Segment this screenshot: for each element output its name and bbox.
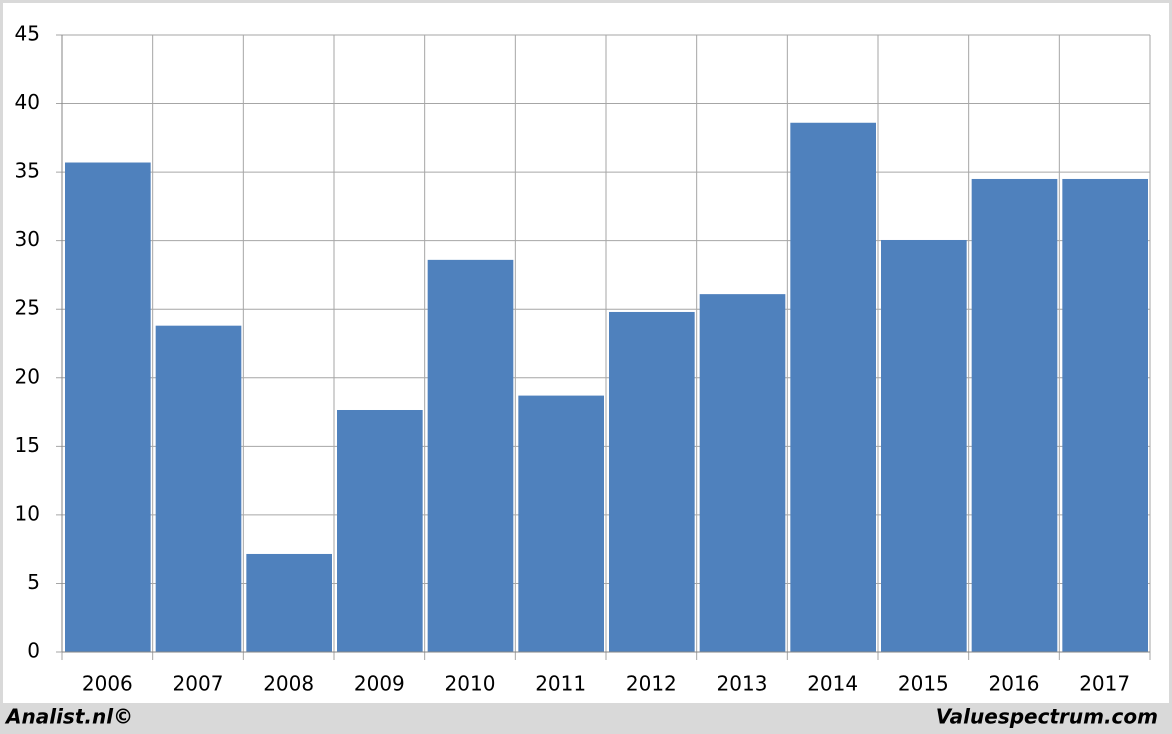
y-tick-label: 30: [15, 227, 40, 251]
y-tick-label: 15: [15, 433, 40, 457]
y-tick-label: 45: [15, 22, 40, 46]
footer-left: Analist.nl©: [4, 705, 133, 729]
footer-right: Valuespectrum.com: [936, 705, 1158, 729]
bar: [155, 325, 242, 652]
bar: [881, 239, 967, 652]
y-tick-label: 10: [15, 501, 40, 525]
bar: [427, 259, 514, 652]
y-tick-label: 25: [15, 296, 40, 320]
x-tick-label: 2013: [717, 672, 768, 696]
y-tick-label: 40: [15, 90, 40, 114]
bar: [337, 409, 423, 652]
x-tick-label: 2012: [626, 672, 677, 696]
bar: [790, 122, 876, 653]
bar: [518, 395, 604, 652]
bar: [246, 553, 332, 652]
y-tick-label: 35: [15, 159, 40, 183]
bar: [699, 294, 786, 652]
x-tick-label: 2015: [898, 672, 949, 696]
bar: [971, 178, 1058, 652]
bar: [609, 311, 695, 652]
x-tick-label: 2011: [535, 672, 586, 696]
y-tick-label: 20: [15, 364, 40, 388]
bar: [1062, 178, 1148, 652]
y-tick-label: 0: [27, 639, 40, 663]
y-tick-label: 5: [27, 570, 40, 594]
x-tick-label: 2008: [263, 672, 314, 696]
x-tick-label: 2009: [354, 672, 405, 696]
x-tick-label: 2007: [173, 672, 224, 696]
x-tick-label: 2017: [1079, 672, 1130, 696]
x-tick-label: 2014: [807, 672, 858, 696]
x-tick-label: 2010: [445, 672, 496, 696]
bar: [65, 162, 151, 652]
x-tick-label: 2006: [82, 672, 133, 696]
x-tick-label: 2016: [989, 672, 1040, 696]
